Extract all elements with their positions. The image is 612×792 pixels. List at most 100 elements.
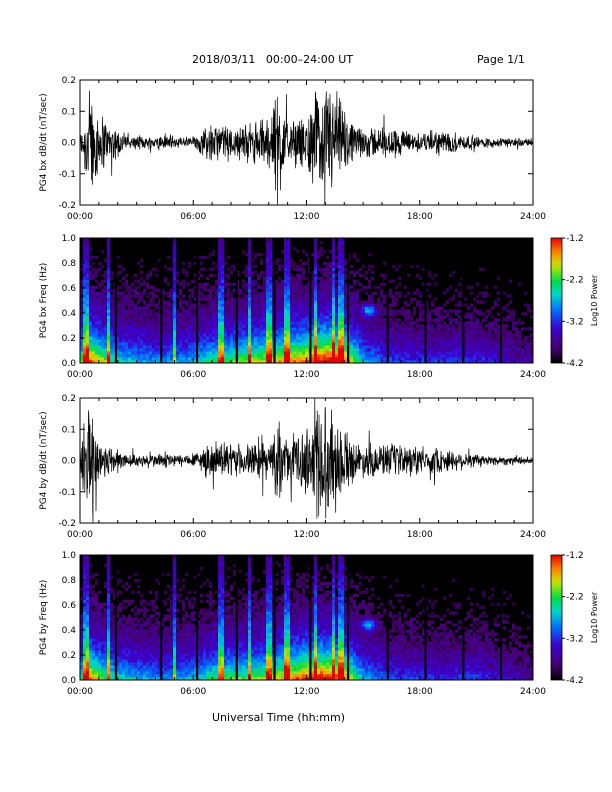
heatmap-cell <box>164 276 168 280</box>
heatmap-cell <box>362 315 366 319</box>
heatmap-cell <box>506 360 510 364</box>
heatmap-cell <box>440 315 444 319</box>
heatmap-cell <box>86 656 90 660</box>
heatmap-cell <box>80 587 84 592</box>
heatmap-cell <box>125 318 129 322</box>
heatmap-cell <box>119 659 123 663</box>
heatmap-cell <box>113 626 117 630</box>
heatmap-cell <box>299 354 303 358</box>
heatmap-cell <box>260 303 264 307</box>
heatmap-cell <box>167 351 171 355</box>
heatmap-cell <box>335 309 339 313</box>
heatmap-cell <box>161 354 165 358</box>
heatmap-cell <box>329 327 333 331</box>
heatmap-cell <box>155 641 159 645</box>
heatmap-cell <box>224 348 228 352</box>
heatmap-cell <box>278 312 282 316</box>
heatmap-cell <box>311 306 315 310</box>
heatmap-cell <box>482 300 486 304</box>
heatmap-cell <box>149 638 153 642</box>
heatmap-cell <box>203 360 207 364</box>
heatmap-cell <box>218 333 222 337</box>
heatmap-cell <box>470 354 474 358</box>
heatmap-cell <box>200 324 204 328</box>
heatmap-cell <box>161 360 165 364</box>
heatmap-cell <box>125 677 129 681</box>
heatmap-cell <box>317 348 321 352</box>
heatmap-cell <box>512 309 516 313</box>
heatmap-cell <box>401 339 405 343</box>
heatmap-cell <box>278 339 282 343</box>
heatmap-cell <box>116 569 120 574</box>
heatmap-cell <box>263 360 267 364</box>
heatmap-cell <box>332 309 336 313</box>
heatmap-cell <box>200 330 204 334</box>
heatmap-cell <box>203 306 207 310</box>
heatmap-cell <box>149 671 153 675</box>
heatmap-cell <box>218 285 222 289</box>
heatmap-cell <box>287 261 291 266</box>
heatmap-cell <box>479 339 483 343</box>
heatmap-cell <box>422 345 426 349</box>
heatmap-cell <box>482 312 486 316</box>
heatmap-cell <box>92 575 96 580</box>
heatmap-cell <box>353 294 357 298</box>
data-gap <box>273 238 276 363</box>
heatmap-cell <box>314 342 318 346</box>
heatmap-cell <box>446 327 450 331</box>
heatmap-cell <box>143 644 147 648</box>
heatmap-cell <box>113 342 117 346</box>
heatmap-cell <box>389 291 393 295</box>
heatmap-cell <box>140 330 144 334</box>
heatmap-cell <box>80 351 84 355</box>
heatmap-cell <box>215 288 219 292</box>
heatmap-cell <box>146 321 150 325</box>
heatmap-cell <box>356 330 360 334</box>
heatmap-cell <box>107 587 111 592</box>
heatmap-cell <box>305 306 309 310</box>
heatmap-cell <box>470 357 474 361</box>
heatmap-cell <box>140 339 144 343</box>
heatmap-cell <box>104 348 108 352</box>
heatmap-cell <box>248 321 252 325</box>
heatmap-cell <box>86 572 90 577</box>
heatmap-cell <box>122 614 126 618</box>
heatmap-cell <box>134 617 138 621</box>
heatmap-cell <box>287 345 291 349</box>
heatmap-cell <box>227 327 231 331</box>
heatmap-cell <box>137 677 141 681</box>
heatmap-cell <box>278 258 282 263</box>
heatmap-cell <box>350 327 354 331</box>
heatmap-cell <box>326 327 330 331</box>
heatmap-cell <box>83 303 87 307</box>
heatmap-cell <box>428 282 432 286</box>
heatmap-cell <box>314 238 318 242</box>
heatmap-cell <box>152 605 156 609</box>
heatmap-cell <box>161 300 165 304</box>
heatmap-cell <box>203 303 207 307</box>
heatmap-cell <box>521 354 525 358</box>
data-gap <box>462 238 465 363</box>
heatmap-cell <box>248 303 252 307</box>
heatmap-cell <box>359 348 363 352</box>
heatmap-cell <box>218 276 222 280</box>
heatmap-cell <box>518 318 522 322</box>
heatmap-cell <box>251 312 255 316</box>
heatmap-cell <box>149 653 153 657</box>
heatmap-cell <box>137 291 141 295</box>
heatmap-cell <box>383 336 387 340</box>
heatmap-cell <box>356 342 360 346</box>
heatmap-cell <box>104 294 108 298</box>
heatmap-cell <box>167 348 171 352</box>
heatmap-cell <box>434 282 438 286</box>
heatmap-cell <box>317 285 321 289</box>
heatmap-cell <box>404 336 408 340</box>
heatmap-cell <box>290 294 294 298</box>
heatmap-cell <box>530 309 534 313</box>
heatmap-cell <box>392 324 396 328</box>
heatmap-cell <box>137 309 141 313</box>
heatmap-cell <box>152 291 156 295</box>
heatmap-cell <box>98 342 102 346</box>
heatmap-cell <box>221 240 225 245</box>
heatmap-cell <box>314 294 318 298</box>
